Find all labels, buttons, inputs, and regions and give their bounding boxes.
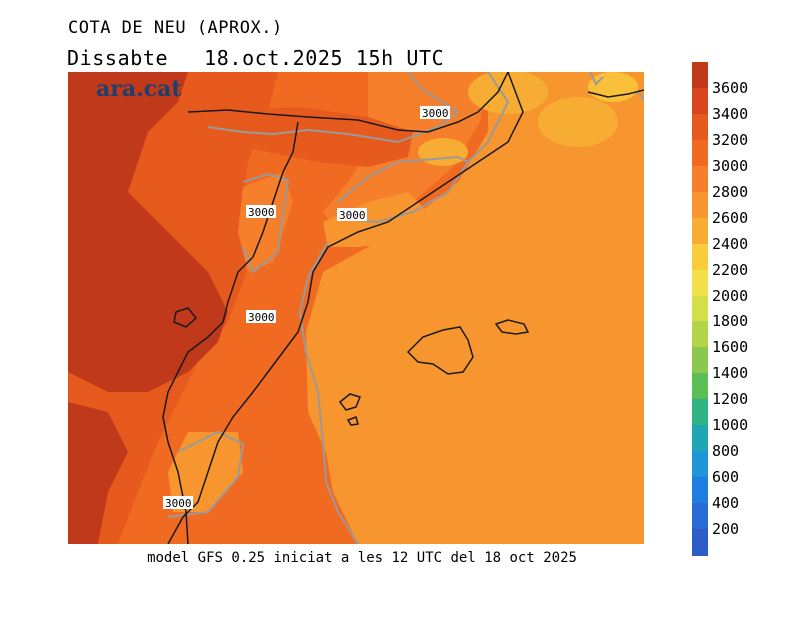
contour-3000: [167, 72, 644, 544]
colorbar-tick-label: 3200: [712, 130, 749, 149]
chart-subtitle: Dissabte 18.oct.2025 15h UTC: [67, 46, 444, 70]
day-label: Dissabte: [67, 46, 169, 70]
colorbar-tick-label: 600: [712, 468, 740, 487]
colorbar-tick-label: 1200: [712, 390, 749, 409]
colorbar-segment: [692, 451, 708, 478]
colorbar-tick-label: 3400: [712, 104, 749, 123]
colorbar-tick-label: 3000: [712, 156, 749, 175]
warm-patch-4: [418, 138, 468, 166]
contour-label-bg: [420, 106, 450, 119]
colorbar-tick-label: 1800: [712, 312, 749, 331]
colorbar-segment: [692, 399, 708, 426]
colorbar-tick-label: 3600: [712, 78, 749, 97]
map-canvas: 3000 3000 3000 3000 3000: [68, 72, 644, 544]
colorbar-segment: [692, 113, 708, 141]
colorbar-segment: [692, 321, 708, 349]
snow-level-map: 3000 3000 3000 3000 3000 ara.cat: [68, 72, 644, 544]
colorbar-segment: [692, 139, 708, 167]
contour-label: 3000: [339, 209, 366, 222]
colorbar-tick-label: 2600: [712, 208, 749, 227]
field-3600: [68, 72, 228, 392]
warm-patch-2: [538, 97, 618, 147]
chart-title: COTA DE NEU (APROX.): [68, 18, 283, 38]
colorbar-segment: [692, 373, 708, 400]
colorbar-tick-label: 2400: [712, 234, 749, 253]
pyrenees-field: [198, 107, 413, 167]
valley-field: [238, 172, 293, 272]
field-3600-south: [68, 402, 128, 544]
colorbar-tick-label: 1000: [712, 416, 749, 435]
colorbar-segment: [692, 477, 708, 504]
contour-label: 3000: [165, 497, 192, 510]
colorbar-segment: [692, 217, 708, 245]
warm-patch-3: [588, 72, 638, 102]
colorbar-segment: [692, 165, 708, 193]
colorbar-tick-label: 1400: [712, 364, 749, 383]
contour-label-bg: [337, 208, 367, 221]
colorbar-tick-label: 200: [712, 520, 740, 539]
colorbar-tick-label: 2800: [712, 182, 749, 201]
contour-label: 3000: [422, 107, 449, 120]
colorbar-tick-label: 2200: [712, 260, 749, 279]
warm-patch-1: [468, 72, 548, 114]
central-field: [323, 192, 428, 247]
contour-label-bg: [246, 310, 276, 323]
colorbar-segment: [692, 503, 708, 530]
contour-label: 3000: [248, 311, 275, 324]
colorbar-segment: [692, 295, 708, 323]
colorbar-tick-label: 1600: [712, 338, 749, 357]
colorbar-tick-label: 400: [712, 494, 740, 513]
colorbar-segment: [692, 191, 708, 219]
colorbar-segment: [692, 425, 708, 452]
colorbar-segment: [692, 269, 708, 297]
colorbar-tick-label: 800: [712, 442, 740, 461]
contour-label-bg: [246, 205, 276, 218]
contour-labels: 3000 3000 3000 3000 3000: [163, 106, 450, 510]
datetime-label: 18.oct.2025 15h UTC: [204, 46, 445, 70]
colorbar-segment: [692, 347, 708, 374]
balearic-islands: [338, 319, 530, 426]
colorbar-segment: [692, 62, 708, 89]
colorbar-segment: [692, 529, 708, 556]
colorbar-segment: [692, 243, 708, 271]
coastline: [162, 72, 644, 544]
colorbar-segment: [692, 87, 708, 115]
contour-label-bg: [163, 496, 193, 509]
model-caption: model GFS 0.25 iniciat a les 12 UTC del …: [147, 550, 577, 566]
contour-label: 3000: [248, 206, 275, 219]
colorbar-tick-label: 2000: [712, 286, 749, 305]
ara-cat-logo: ara.cat: [96, 76, 182, 102]
colorbar: [692, 62, 708, 556]
